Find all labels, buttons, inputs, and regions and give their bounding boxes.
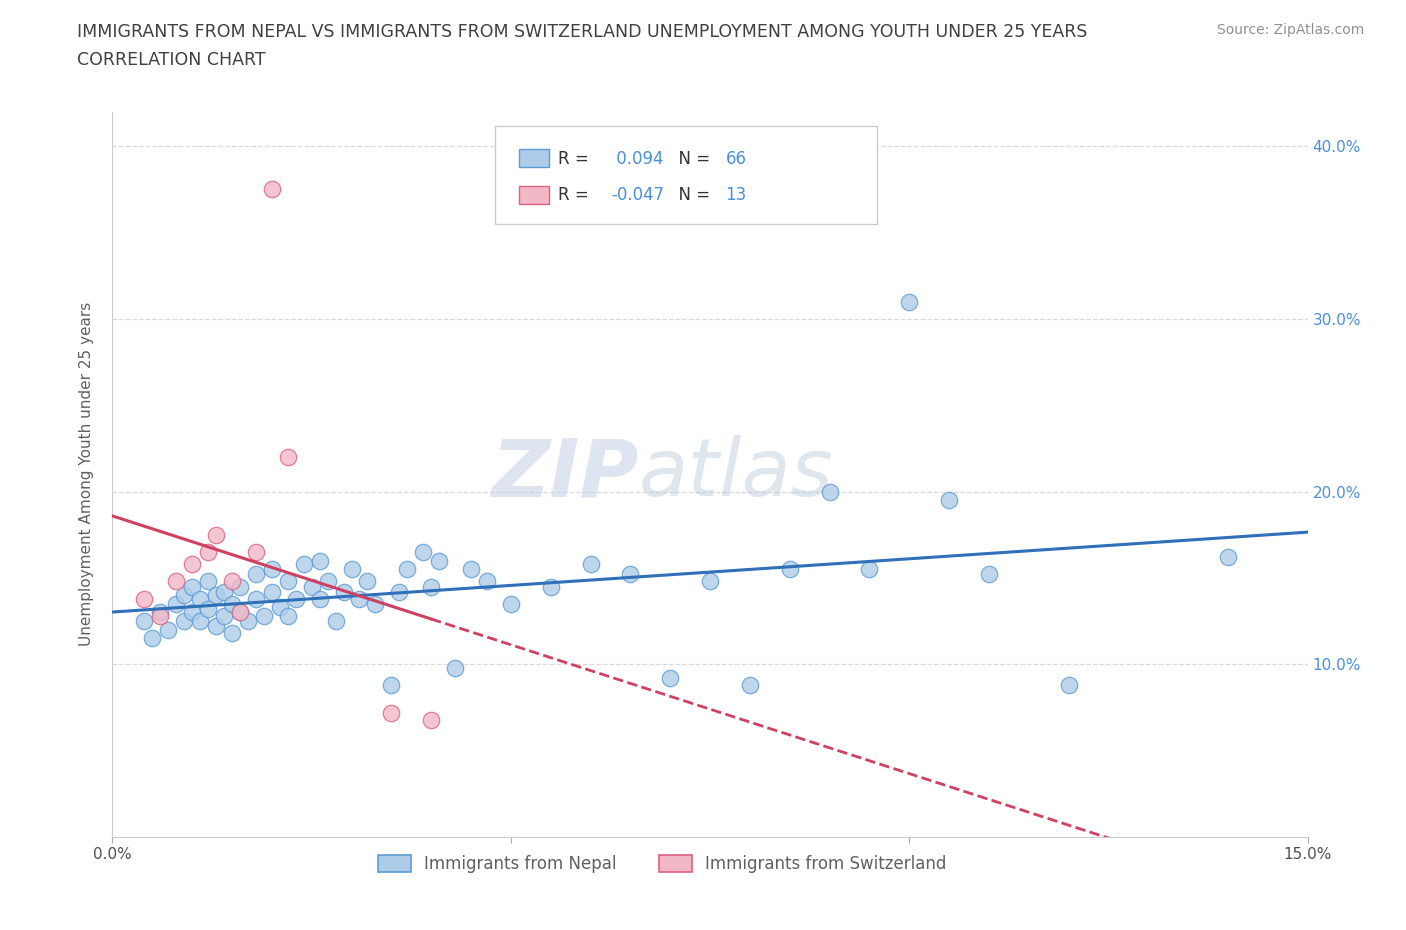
Point [181,605,204,620]
Point [221,626,243,641]
FancyBboxPatch shape [519,150,548,167]
Point [738,678,761,693]
Point [699,574,721,589]
Legend: Immigrants from Nepal, Immigrants from Switzerland: Immigrants from Nepal, Immigrants from S… [371,848,953,880]
Point [212,584,235,599]
Text: Source: ZipAtlas.com: Source: ZipAtlas.com [1216,23,1364,37]
Text: N =: N = [668,150,716,167]
Point [301,579,323,594]
Point [245,567,267,582]
Point [540,579,562,594]
Point [245,545,267,560]
Point [188,591,211,606]
Point [898,294,921,309]
Point [181,557,204,572]
Point [277,608,299,623]
Point [619,567,641,582]
Point [157,622,180,637]
Text: 66: 66 [725,150,747,167]
Point [340,562,363,577]
Point [149,608,172,623]
Point [260,584,283,599]
Point [229,579,252,594]
Text: R =: R = [558,150,595,167]
Point [229,605,252,620]
Point [316,574,339,589]
FancyBboxPatch shape [495,126,877,224]
Text: -0.047: -0.047 [610,186,664,204]
Point [938,493,960,508]
Point [245,591,267,606]
Point [260,182,283,197]
Point [460,562,482,577]
Point [277,449,299,464]
Text: 13: 13 [725,186,747,204]
Point [579,557,602,572]
Point [308,553,330,568]
Point [858,562,880,577]
Point [292,557,315,572]
Point [221,596,243,611]
Point [499,596,522,611]
Point [212,608,235,623]
Point [197,602,219,617]
Point [165,574,187,589]
Point [475,574,498,589]
Point [349,591,371,606]
Point [269,600,291,615]
Point [1057,678,1080,693]
Point [141,631,163,645]
Point [308,591,330,606]
Point [396,562,419,577]
Point [277,574,299,589]
Point [197,545,219,560]
Point [364,596,387,611]
Point [388,584,411,599]
Text: N =: N = [668,186,716,204]
Point [356,574,378,589]
Point [229,605,252,620]
FancyBboxPatch shape [519,186,548,204]
Point [380,678,402,693]
Point [420,712,443,727]
Text: CORRELATION CHART: CORRELATION CHART [77,51,266,69]
Text: 0.094: 0.094 [610,150,664,167]
Point [205,618,228,633]
Point [173,588,195,603]
Point [818,485,841,499]
Point [260,562,283,577]
Point [779,562,801,577]
Text: ZIP: ZIP [491,435,638,513]
Text: R =: R = [558,186,595,204]
Point [134,614,156,629]
Point [420,579,443,594]
Point [444,660,467,675]
Y-axis label: Unemployment Among Youth under 25 years: Unemployment Among Youth under 25 years [79,302,94,646]
Point [134,591,156,606]
Point [236,614,259,629]
Point [253,608,276,623]
Point [205,588,228,603]
Text: atlas: atlas [638,435,834,513]
Text: IMMIGRANTS FROM NEPAL VS IMMIGRANTS FROM SWITZERLAND UNEMPLOYMENT AMONG YOUTH UN: IMMIGRANTS FROM NEPAL VS IMMIGRANTS FROM… [77,23,1088,41]
Point [149,605,172,620]
Point [205,527,228,542]
Point [181,579,204,594]
Point [173,614,195,629]
Point [221,574,243,589]
Point [188,614,211,629]
Point [380,705,402,720]
Point [412,545,434,560]
Point [325,614,347,629]
Point [977,567,1000,582]
Point [1216,550,1239,565]
Point [659,671,682,685]
Point [284,591,307,606]
Point [427,553,450,568]
Point [332,584,354,599]
Point [165,596,187,611]
Point [197,574,219,589]
